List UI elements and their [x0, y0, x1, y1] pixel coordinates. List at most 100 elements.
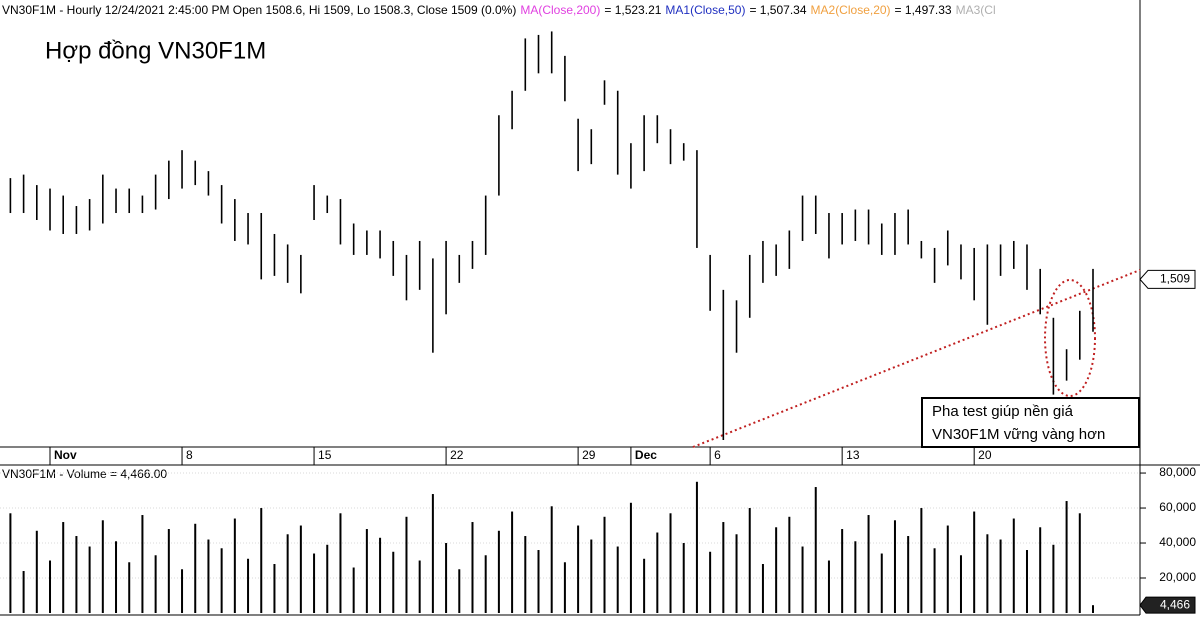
x-tick-label: 20: [978, 448, 992, 462]
y-tick-label: 80,000: [1159, 465, 1196, 479]
volume-bar: [1052, 544, 1055, 613]
volume-bar: [1012, 518, 1015, 613]
volume-bar: [207, 539, 210, 613]
volume-bar: [128, 562, 131, 613]
volume-bar: [629, 502, 632, 613]
volume-bar: [62, 522, 65, 613]
volume-bar: [735, 534, 738, 613]
volume-bar: [603, 516, 606, 613]
volume-bar: [616, 546, 619, 613]
volume-bar: [590, 539, 593, 613]
volume-bar: [1078, 513, 1081, 613]
volume-bar: [709, 551, 712, 613]
x-tick-label: 29: [582, 448, 596, 462]
volume-bar: [537, 550, 540, 613]
legend-name: MA2(Close,20): [810, 3, 891, 17]
highlight-ellipse: [1044, 279, 1096, 397]
y-tick-label: 60,000: [1159, 500, 1196, 514]
volume-bar: [946, 525, 949, 613]
legend-value: = 1,497.33: [894, 3, 952, 17]
volume-title: VN30F1M - Volume = 4,466.00: [2, 467, 167, 481]
legend-value: = 1,507.34: [749, 3, 807, 17]
volume-bar: [775, 527, 778, 613]
volume-bar: [365, 529, 368, 613]
volume-bar: [154, 555, 157, 613]
last-volume-label: 4,466: [1160, 597, 1190, 611]
chart-title: VN30F1M - Hourly 12/24/2021 2:45:00 PM O…: [2, 3, 517, 17]
legend-name: MA3(Cl: [955, 3, 996, 17]
x-tick-label: 6: [714, 448, 721, 462]
last-price-label: 1,509: [1160, 272, 1190, 286]
volume-bar: [854, 541, 857, 613]
volume-bar: [458, 569, 461, 613]
volume-bar: [273, 564, 276, 613]
legend-name: MA(Close,200): [520, 3, 601, 17]
volume-bar: [88, 546, 91, 613]
volume-bar: [695, 481, 698, 613]
volume-bar: [920, 508, 923, 613]
volume-bar: [484, 555, 487, 613]
volume-bar: [1025, 550, 1028, 613]
volume-bar: [801, 546, 804, 613]
volume-bar: [431, 494, 434, 613]
volume-bar: [299, 525, 302, 613]
chart-header: VN30F1M - Hourly 12/24/2021 2:45:00 PM O…: [2, 3, 1140, 17]
volume-bar: [986, 534, 989, 613]
x-tick-label: Nov: [54, 448, 77, 462]
volume-bar: [418, 560, 421, 613]
volume-bar: [339, 513, 342, 613]
volume-bar: [35, 530, 38, 613]
last-volume-marker: [1139, 596, 1196, 614]
volume-bar: [141, 515, 144, 613]
x-tick-label: 13: [846, 448, 860, 462]
trend-line: [692, 269, 1141, 448]
volume-bar: [722, 522, 725, 613]
volume-bar: [959, 555, 962, 613]
volume-bar: [577, 525, 580, 613]
volume-bar: [893, 520, 896, 613]
x-tick-label: 15: [318, 448, 332, 462]
volume-bar: [788, 516, 791, 613]
volume-bar: [326, 544, 329, 613]
volume-bar: [682, 543, 685, 613]
volume-bar: [880, 553, 883, 613]
annotation-text: Pha test giúp nền giá: [932, 403, 1074, 420]
volume-bar: [22, 571, 25, 613]
volume-bar: [181, 569, 184, 613]
volume-bar: [75, 536, 78, 613]
volume-bar: [748, 508, 751, 613]
volume-bar: [827, 560, 830, 613]
volume-bar: [313, 553, 316, 613]
volume-bar: [379, 537, 382, 613]
volume-bar: [220, 548, 223, 613]
volume-bar: [247, 558, 250, 613]
volume-bar: [669, 513, 672, 613]
volume-bar: [405, 516, 408, 613]
volume-bar: [907, 536, 910, 613]
x-tick-label: 8: [186, 448, 193, 462]
legend-value: = 1,523.21: [604, 3, 662, 17]
volume-bar: [867, 515, 870, 613]
volume-bar: [999, 539, 1002, 613]
volume-bar: [761, 564, 764, 613]
volume-bar: [1092, 605, 1094, 613]
volume-bar: [194, 523, 197, 613]
x-tick-label: 22: [450, 448, 464, 462]
volume-bar: [101, 520, 104, 613]
volume-bar: [392, 551, 395, 613]
volume-bar: [563, 562, 566, 613]
volume-bar: [352, 567, 355, 613]
volume-bar: [1065, 501, 1068, 613]
volume-bar: [841, 529, 844, 613]
volume-bar: [49, 560, 52, 613]
volume-bar: [933, 548, 936, 613]
volume-bar: [445, 543, 448, 613]
x-tick-label: Dec: [635, 448, 657, 462]
chart-annotation: Hợp đồng VN30F1M: [45, 37, 266, 64]
volume-bar: [471, 522, 474, 613]
y-tick-label: 20,000: [1159, 570, 1196, 584]
last-price-marker: [1139, 269, 1196, 289]
